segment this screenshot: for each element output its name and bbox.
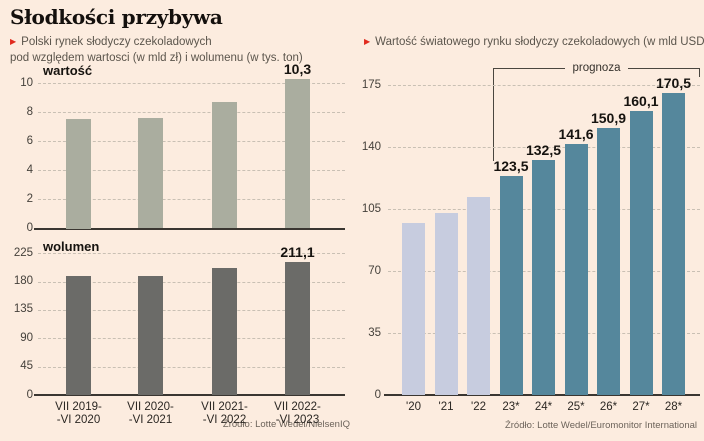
bar (285, 78, 310, 229)
left-subtitle-line1: ▶ Polski rynek słodyczy czekoladowych (10, 36, 212, 48)
y-tick-label: 8 (26, 105, 33, 118)
right-subtitle-text: Wartość światowego rynku słodyczy czekol… (375, 36, 704, 48)
gridline (388, 85, 700, 86)
y-tick-label: 175 (361, 78, 381, 91)
x-tick-label: 28* (664, 401, 683, 413)
bar-value-label: 211,1 (280, 244, 315, 261)
x-tick-label: 24* (534, 401, 553, 413)
bar (629, 111, 653, 395)
bar (597, 127, 620, 395)
y-tick-label: 180 (13, 275, 33, 288)
x-axis-line (34, 227, 345, 230)
y-tick-label: 0 (26, 222, 33, 234)
y-tick-label: 35 (368, 326, 381, 339)
bar (66, 275, 91, 395)
bar (402, 223, 425, 395)
bar (212, 101, 237, 229)
prognoza-label: prognoza (572, 62, 621, 74)
prognoza-bracket-right-tick (699, 68, 700, 77)
prognoza-bracket: prognoza (493, 61, 700, 75)
y-tick-label: 10 (20, 76, 33, 89)
gridline (38, 281, 345, 283)
bar-value-label: 150,9 (590, 109, 627, 126)
red-triangle-icon: ▶ (10, 37, 17, 46)
gridline (38, 141, 345, 143)
y-tick-label: 0 (26, 388, 33, 401)
bracket-line-left (493, 67, 565, 69)
bar-value-label: 132,5 (525, 142, 562, 159)
bar-value-label: 170,5 (655, 74, 692, 91)
left-source: Źródło: Lotte Wedel/NielsenIQ (222, 419, 350, 430)
y-tick-label: 4 (26, 163, 33, 176)
y-tick-label: 45 (20, 360, 33, 373)
y-tick-label: 90 (20, 331, 33, 344)
x-tick-label: 26* (599, 401, 618, 413)
bar-value-label: 160,1 (623, 93, 659, 110)
value-chart-title: wartość (43, 63, 93, 78)
bar-value-label: 141,6 (558, 126, 594, 143)
y-tick-label: 2 (26, 192, 33, 205)
x-axis-line (34, 394, 345, 396)
bar-value-label: 123,5 (493, 158, 529, 175)
gridline (38, 83, 345, 84)
bar (434, 212, 458, 395)
x-tick-label: VII 2020- -VI 2021 (127, 401, 174, 426)
page-title: Słodkości przybywa (10, 5, 223, 29)
gridline (38, 253, 345, 255)
volume-chart-title: wolumen (43, 239, 100, 254)
bar (499, 176, 523, 395)
x-tick-label: 23* (502, 401, 520, 413)
y-tick-label: 140 (361, 140, 381, 153)
x-tick-label: '22 (471, 401, 486, 413)
y-tick-label: 135 (13, 303, 33, 316)
y-tick-label: 70 (368, 264, 381, 277)
right-subtitle: ▶ Wartość światowego rynku słodyczy czeko… (364, 36, 704, 48)
x-axis-line (384, 394, 700, 396)
gridline (38, 170, 345, 172)
bar (66, 119, 91, 229)
gridline (38, 199, 345, 201)
x-tick-label: VII 2022- -VI 2023 (274, 401, 321, 426)
left-subtitle-text: Polski rynek słodyczy czekoladowych (21, 36, 212, 48)
y-tick-label: 225 (13, 246, 33, 259)
x-tick-label: VII 2021- -VI 2022 (201, 401, 248, 426)
bar (138, 117, 163, 229)
right-source: Źródło: Lotte Wedel/Euromonitor Internat… (504, 420, 697, 431)
bar (212, 267, 237, 395)
bar-value-label: 10,3 (283, 60, 312, 77)
bracket-line-right (628, 67, 700, 69)
x-tick-label: VII 2019- -VI 2020 (55, 401, 102, 426)
y-tick-label: 0 (374, 388, 381, 401)
x-tick-label: '20 (406, 401, 421, 413)
bar (138, 275, 163, 395)
gridline (38, 309, 345, 311)
bar (564, 144, 588, 395)
x-tick-label: 25* (567, 401, 585, 413)
left-subtitle-line2: pod względem wartosci (w mld zł) i wolum… (10, 52, 303, 64)
gridline (388, 147, 700, 148)
red-triangle-icon: ▶ (364, 37, 371, 46)
bar (467, 196, 490, 395)
bar (662, 92, 685, 395)
x-tick-label: 27* (632, 401, 650, 413)
y-tick-label: 6 (26, 134, 33, 147)
gridline (38, 112, 345, 114)
bar (285, 262, 310, 395)
x-tick-label: '21 (438, 401, 454, 413)
gridline (38, 366, 345, 368)
bar (532, 160, 555, 395)
prognoza-bracket-left-line (493, 68, 494, 161)
gridline (38, 338, 345, 340)
y-tick-label: 105 (361, 202, 381, 215)
